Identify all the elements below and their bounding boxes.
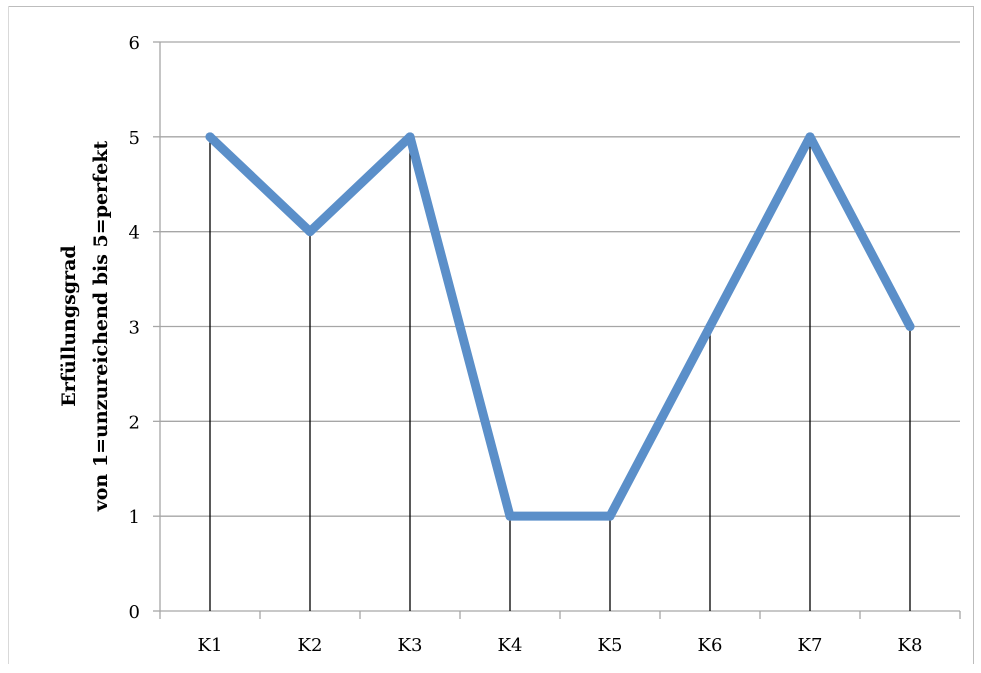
y-tick-labels: 0 1 2 3 4 5 6 — [129, 33, 140, 623]
y-tick-label-0: 0 — [129, 602, 140, 623]
x-tick-labels: K1 K2 K3 K4 K5 K6 K7 K8 — [198, 635, 923, 656]
chart-frame-left-edge — [8, 6, 9, 664]
y-tick-label-6: 6 — [129, 33, 140, 54]
data-point-K7 — [805, 132, 815, 142]
x-tick-label-K7: K7 — [798, 635, 823, 656]
grid-lines — [160, 41, 960, 517]
data-point-K3 — [405, 132, 415, 142]
x-tick-label-K1: K1 — [198, 635, 223, 656]
data-point-K8 — [905, 322, 915, 331]
y-tick-label-5: 5 — [129, 128, 140, 149]
x-tick-label-K2: K2 — [298, 635, 323, 656]
axes — [153, 41, 961, 619]
series-group — [205, 132, 915, 521]
data-point-K1 — [205, 132, 215, 142]
series-line — [205, 132, 915, 521]
y-axis-title-line-2: von 1=unzureichend bis 5=perfekt — [90, 141, 112, 513]
chart-frame — [8, 6, 974, 664]
y-axis-title-line-1: Erfüllungsgrad — [58, 245, 80, 406]
drop-lines — [209, 136, 911, 611]
x-tick-label-K5: K5 — [598, 635, 623, 656]
x-tick-label-K3: K3 — [398, 635, 423, 656]
data-point-K5 — [605, 511, 615, 521]
y-tick-label-3: 3 — [129, 318, 140, 339]
y-tick-label-2: 2 — [129, 412, 140, 433]
x-tick-label-K6: K6 — [698, 635, 723, 656]
data-point-K4 — [505, 511, 515, 521]
x-tick-label-K8: K8 — [898, 635, 923, 656]
data-point-K2 — [305, 227, 315, 237]
x-tick-label-K4: K4 — [498, 635, 523, 656]
y-tick-label-1: 1 — [129, 507, 140, 528]
y-tick-label-4: 4 — [129, 223, 140, 244]
data-point-K6 — [705, 322, 715, 331]
